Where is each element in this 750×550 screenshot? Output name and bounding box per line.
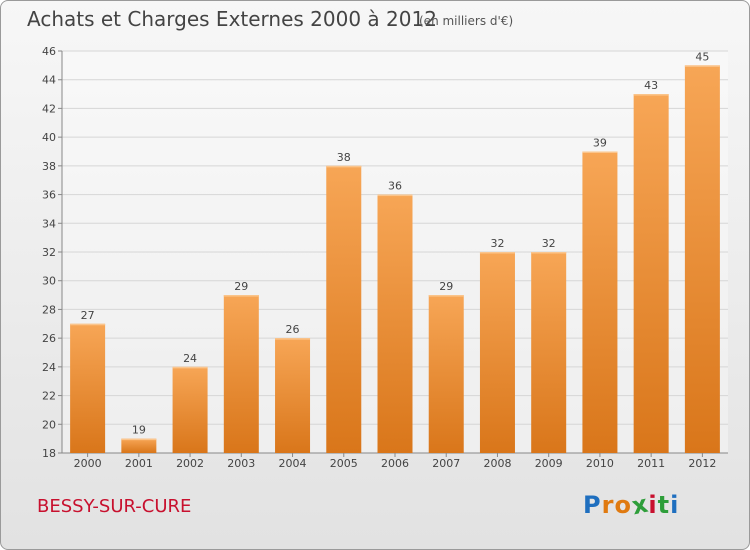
chart-title: Achats et Charges Externes 2000 à 2012: [27, 7, 437, 31]
bar-highlight: [479, 252, 515, 254]
y-tick-label: 38: [42, 160, 56, 173]
data-label: 39: [593, 137, 607, 150]
y-tick-label: 36: [42, 189, 56, 202]
x-tick-label: 2010: [586, 457, 614, 470]
x-tick-label: 2001: [125, 457, 153, 470]
data-label: 26: [286, 323, 300, 336]
bars: [70, 65, 720, 454]
x-tick-label: 2012: [688, 457, 716, 470]
y-tick-label: 18: [42, 447, 56, 460]
chart-unit: (en milliers d'€): [419, 14, 514, 28]
logo-letter: P: [583, 491, 602, 519]
y-tick-label: 20: [42, 418, 56, 431]
bar-highlight: [70, 323, 106, 326]
y-tick-label: 28: [42, 303, 56, 316]
data-label: 29: [439, 280, 453, 293]
bar-highlight: [172, 366, 208, 369]
logo-letter: r: [601, 491, 615, 519]
bar: [275, 338, 311, 453]
x-tick-label: 2002: [176, 457, 204, 470]
data-label: 29: [234, 280, 248, 293]
x-tick-label: 2003: [227, 457, 255, 470]
logo-letter: o: [614, 491, 632, 519]
y-tick-label: 30: [42, 275, 56, 288]
bar-highlight: [582, 151, 618, 153]
data-label: 27: [81, 309, 95, 322]
x-tick-label: 2000: [74, 457, 102, 470]
x-tick-label: 2006: [381, 457, 409, 470]
bar: [377, 194, 413, 454]
bar-highlight: [428, 295, 464, 297]
x-tick-label: 2008: [483, 457, 511, 470]
bar: [172, 366, 208, 453]
location-name: BESSY-SUR-CURE: [37, 496, 192, 517]
y-tick-label: 26: [42, 332, 56, 345]
bar-highlight: [633, 94, 669, 96]
x-tick-label: 2005: [330, 457, 358, 470]
data-label: 24: [183, 352, 197, 365]
bar-highlight: [531, 252, 567, 254]
y-tick-label: 24: [42, 361, 56, 374]
bar: [326, 165, 362, 453]
bar-highlight: [275, 338, 311, 340]
x-tick-label: 2011: [637, 457, 665, 470]
logo-letter: i: [648, 491, 658, 519]
bar: [479, 252, 515, 453]
y-tick-label: 46: [42, 45, 56, 58]
y-tick-label: 34: [42, 217, 56, 230]
bar-highlight: [326, 165, 362, 168]
y-tick-label: 22: [42, 390, 56, 403]
bar: [121, 438, 157, 453]
bar: [70, 323, 106, 453]
x-tick-label: 2007: [432, 457, 460, 470]
bar: [428, 295, 464, 453]
data-label: 38: [337, 151, 351, 164]
y-tick-label: 42: [42, 102, 56, 115]
data-label: 45: [695, 50, 709, 63]
logo-letter: i: [670, 491, 680, 519]
data-label: 32: [490, 237, 504, 250]
data-label: 32: [542, 237, 556, 250]
logo-letter: t: [657, 491, 671, 519]
bar: [684, 65, 720, 453]
bar-highlight: [223, 295, 259, 297]
labels: 27 19 24 29 26 38 36 29 32 32 39 43 45: [81, 50, 710, 436]
x-tick-label: 2009: [535, 457, 563, 470]
bar-highlight: [121, 438, 157, 441]
x-tick-label: 2004: [279, 457, 307, 470]
bar: [223, 295, 259, 453]
bar: [531, 252, 567, 453]
bar: [582, 151, 618, 453]
bar-highlight: [684, 65, 720, 67]
data-label: 19: [132, 424, 146, 437]
y-tick-label: 40: [42, 131, 56, 144]
proxiti-logo: Proxiti: [583, 490, 680, 521]
y-tick-label: 32: [42, 246, 56, 259]
data-label: 43: [644, 79, 658, 92]
data-label: 36: [388, 180, 402, 193]
y-tick-label: 44: [42, 74, 56, 87]
bar-highlight: [377, 194, 413, 197]
bar: [633, 94, 669, 454]
